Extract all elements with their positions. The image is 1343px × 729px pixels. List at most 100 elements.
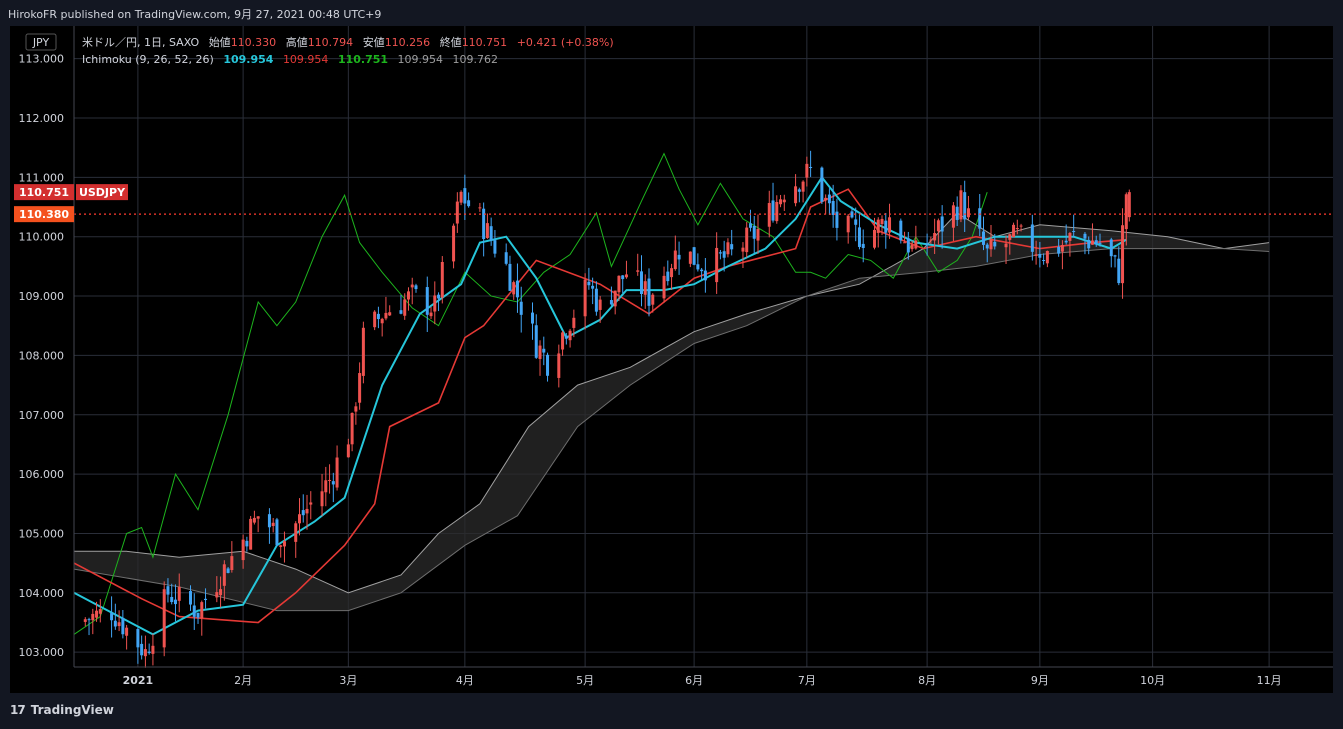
candle-body (196, 612, 200, 618)
tradingview-brand[interactable]: TradingView (30, 703, 114, 717)
candle-body (726, 242, 730, 255)
candle-body (1042, 260, 1046, 262)
time-tick-label: 3月 (339, 674, 357, 687)
price-axis-background (10, 26, 74, 693)
price-tick-label: 106.000 (19, 468, 65, 481)
candle-body (756, 228, 760, 241)
candle-body (331, 481, 335, 485)
candle-body (805, 163, 809, 178)
candle-body (925, 243, 929, 245)
candle-body (361, 327, 365, 376)
candle-body (388, 312, 392, 316)
time-tick-label: 2月 (234, 674, 252, 687)
candle-body (410, 284, 414, 288)
time-tick-label: 5月 (576, 674, 594, 687)
candle-body (703, 270, 707, 281)
candle-body (985, 244, 989, 249)
candle-body (688, 251, 692, 264)
candle-body (534, 325, 538, 358)
candle-body (609, 300, 613, 305)
symbol-tag-label: USDJPY (79, 186, 126, 199)
candle-body (1068, 232, 1072, 241)
candle-body (1117, 258, 1121, 284)
candle-body (125, 627, 129, 636)
candle-body (1098, 242, 1102, 244)
candle-body (1038, 253, 1042, 258)
price-tick-label: 109.000 (19, 290, 65, 303)
candle-body (354, 406, 358, 412)
candle-body (951, 205, 955, 228)
price-tick-label: 111.000 (19, 171, 65, 184)
candle-body (328, 479, 332, 481)
candle-body (489, 226, 493, 241)
candles (83, 150, 1131, 668)
candle-body (730, 244, 734, 250)
tradingview-logo-icon[interactable]: 17 (10, 703, 26, 717)
candle-body (673, 250, 677, 270)
candle-body (809, 167, 813, 169)
candle-body (189, 591, 193, 605)
candle-body (857, 227, 861, 247)
candle-body (121, 617, 125, 635)
candle-body (1015, 228, 1019, 230)
candle-body (718, 252, 722, 254)
candle-body (271, 522, 275, 527)
candle-body (643, 281, 647, 295)
candle-body (512, 282, 516, 295)
ichimoku-name: Ichimoku (9, 26, 52, 26) (82, 53, 214, 66)
candle-body (651, 294, 655, 305)
candle-body (981, 231, 985, 245)
candle-body (741, 247, 745, 252)
legend-close-label: 終値 (440, 35, 462, 49)
candlestick-chart[interactable]: 103.000 104.000 105.000 106.000 107.000 108.0… (10, 26, 1333, 693)
candle-body (542, 348, 546, 353)
chart-frame[interactable]: 103.000 104.000 105.000 106.000 107.000 108.0… (10, 26, 1333, 693)
legend-high-label: 高値 (286, 35, 308, 49)
candle-body (899, 220, 903, 241)
legend-low: 110.256 (385, 36, 431, 49)
candle-body (279, 545, 283, 547)
price-tick-label: 107.000 (19, 409, 65, 422)
candle-body (978, 208, 982, 229)
candle-body (399, 310, 403, 314)
candle-body (320, 491, 324, 507)
candle-body (564, 335, 568, 339)
candle-body (245, 540, 249, 547)
time-tick-label: 4月 (456, 674, 474, 687)
chikou-line (73, 152, 988, 635)
candle-body (1087, 239, 1091, 249)
ichimoku-chikou-value: 110.751 (338, 53, 388, 66)
candle-body (677, 254, 681, 260)
time-tick-label: 9月 (1031, 674, 1049, 687)
legend-symbol: 米ドル／円, 1日, SAXO (82, 36, 200, 49)
candle-body (835, 211, 839, 228)
currency-button-label[interactable]: JPY (32, 36, 50, 49)
candle-body (485, 223, 489, 238)
candle-body (98, 609, 102, 614)
candle-body (143, 649, 147, 657)
time-tick-label: 2021 (123, 674, 154, 687)
candle-body (376, 313, 380, 320)
senkou-span-b (73, 248, 1270, 612)
candle-body (771, 200, 775, 221)
candle-body (305, 508, 309, 514)
candle-body (546, 354, 550, 376)
candle-body (591, 285, 595, 289)
candle-body (200, 602, 204, 619)
candle-body (752, 225, 756, 239)
candle-body (662, 275, 666, 299)
ichimoku-kijun-value: 109.954 (283, 53, 329, 66)
grid (74, 26, 1333, 667)
candle-body (639, 271, 643, 295)
candle-body (275, 519, 279, 546)
candle-body (850, 211, 854, 218)
candle-body (598, 299, 602, 310)
candle-body (493, 240, 497, 254)
legend-line-2: Ichimoku (9, 26, 52, 26) 109.954 109.954… (82, 53, 498, 66)
candle-body (425, 287, 429, 315)
candle-body (1019, 225, 1023, 227)
candle-body (880, 218, 884, 225)
candle-body (876, 219, 880, 233)
currency-button[interactable] (25, 33, 57, 51)
price-tick-label: 113.000 (19, 53, 65, 66)
